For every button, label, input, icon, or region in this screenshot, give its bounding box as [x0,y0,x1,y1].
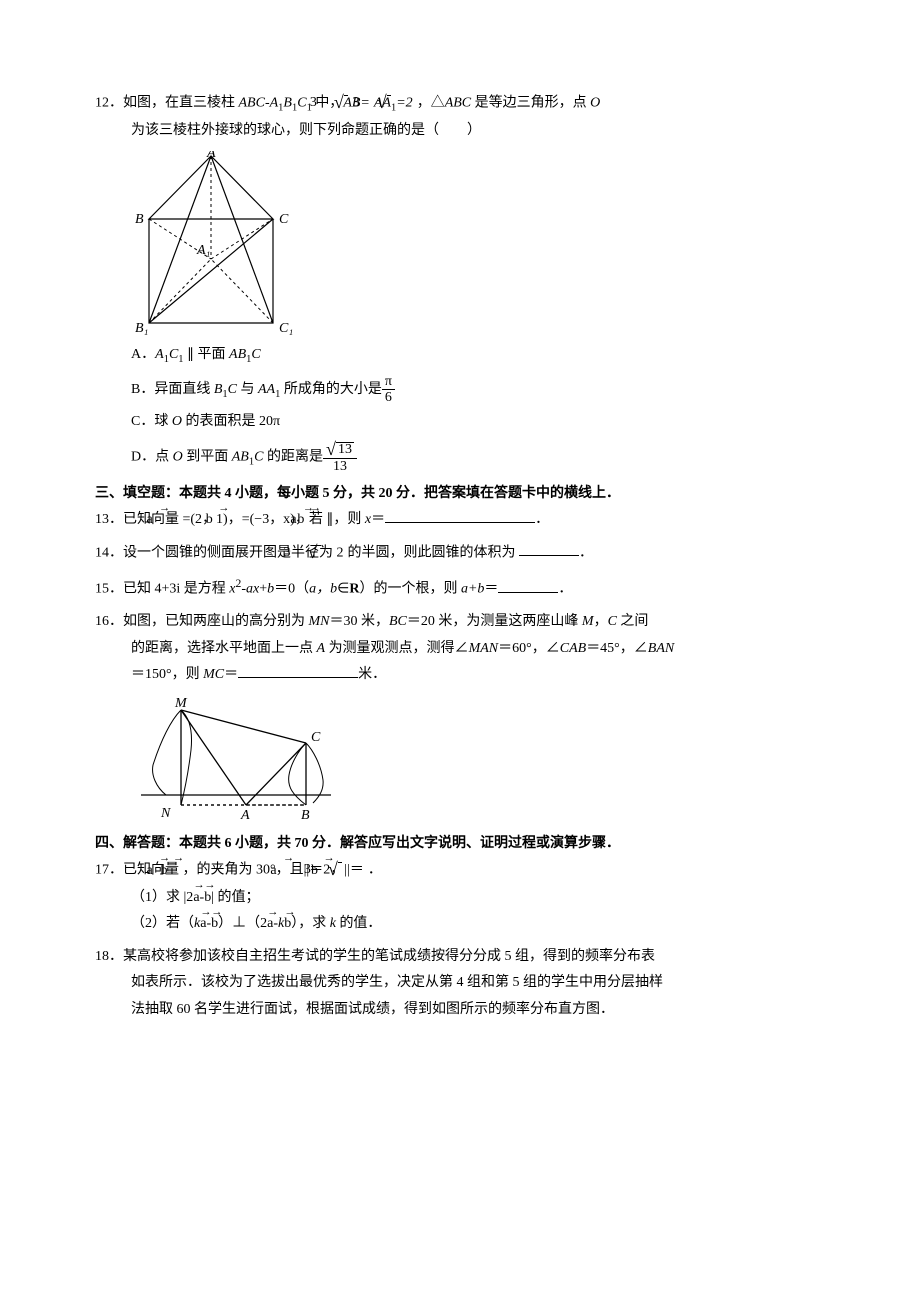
blank-field [385,522,535,523]
question-12: 12．如图，在直三棱柱 ABC‑A1B1C1 中，AB=√3AA1=2√3，△A… [95,90,825,475]
q18-line2: 如表所示．该校为了选拔出最优秀的学生，决定从第 4 组和第 5 组的学生中用分层… [95,970,825,997]
q12-option-a: A．A1C1 ∥ 平面 AB1C [95,342,825,370]
svg-text:B₁: B₁ [135,321,148,336]
q16-line1: 16．如图，已知两座山的高分别为 MN＝30 米，BC＝20 米，为测量这两座山… [95,609,825,636]
svg-text:A: A [240,808,250,823]
q12-number: 12． [95,96,123,111]
svg-text:A: A [206,151,216,161]
q12-option-d: D．点 O 到平面 AB1C 的距离是√1313 [95,440,825,475]
blank-field [238,677,358,678]
q16-line3: ＝150°，则 MC＝米． [95,662,825,689]
q18-line1: 18．某高校将参加该校自主招生考试的学生的笔试成绩按得分分成 5 组，得到的频率… [95,944,825,971]
svg-text:B: B [301,808,310,823]
section-4-heading: 四、解答题：本题共 6 小题，共 70 分．解答应写出文字说明、证明过程或演算步… [95,831,825,858]
question-17: 17．已知向量 a，b的夹角为 30°，且|a|＝2，|b|＝√3． （1）求 … [95,857,825,937]
svg-text:M: M [174,696,188,711]
q12-line2: 为该三棱柱外接球的球心，则下列命题正确的是（ ） [95,118,825,145]
mountain-diagram-icon: M N A B C [131,695,341,825]
svg-text:C: C [279,212,289,227]
q12-figure: A B C A₁ B₁ C₁ [131,151,825,336]
blank-field [519,555,579,556]
question-18: 18．某高校将参加该校自主招生考试的学生的笔试成绩按得分分成 5 组，得到的频率… [95,944,825,1024]
q13-text: 13．已知向量 a=(2，1)，b=(−3，x)，若 a∥b，则 x＝． [95,507,825,534]
svg-text:C: C [311,730,321,745]
q16-line2: 的距离，选择水平地面上一点 A 为测量观测点，测得∠MAN＝60°，∠CAB＝4… [95,636,825,663]
question-14: 14．设一个圆锥的侧面展开图是半径为 2√3的半圆，则此圆锥的体积为 ． [95,540,825,567]
svg-text:B: B [135,212,144,227]
svg-text:C₁: C₁ [279,321,293,336]
prism-diagram-icon: A B C A₁ B₁ C₁ [131,151,301,336]
q18-line3: 法抽取 60 名学生进行面试，根据面试成绩，得到如图所示的频率分布直方图． [95,997,825,1024]
section-3-heading: 三、填空题：本题共 4 小题，每小题 5 分，共 20 分．把答案填在答题卡中的… [95,481,825,508]
q17-part2: （2）若（ka‑b）⊥（2a‑kb），求 k 的值． [95,911,825,938]
svg-text:N: N [160,806,171,821]
q12-option-b: B．异面直线 B1C 与 AA1 所成角的大小是π6 [95,374,825,406]
svg-text:A₁: A₁ [196,243,210,258]
question-16: 16．如图，已知两座山的高分别为 MN＝30 米，BC＝20 米，为测量这两座山… [95,609,825,825]
question-13: 13．已知向量 a=(2，1)，b=(−3，x)，若 a∥b，则 x＝． [95,507,825,534]
q12-option-c: C．球 O 的表面积是 20π [95,409,825,436]
q15-text: 15．已知 4+3i 是方程 x2‑ax+b＝0（a，b∈R）的一个根，则 a+… [95,573,825,603]
q12-options: A．A1C1 ∥ 平面 AB1C B．异面直线 B1C 与 AA1 所成角的大小… [95,342,825,475]
q16-figure: M N A B C [131,695,825,825]
q12-line1: 12．如图，在直三棱柱 ABC‑A1B1C1 中，AB=√3AA1=2√3，△A… [95,90,825,118]
question-15: 15．已知 4+3i 是方程 x2‑ax+b＝0（a，b∈R）的一个根，则 a+… [95,573,825,603]
q14-text: 14．设一个圆锥的侧面展开图是半径为 2√3的半圆，则此圆锥的体积为 ． [95,540,825,567]
blank-field [498,592,558,593]
